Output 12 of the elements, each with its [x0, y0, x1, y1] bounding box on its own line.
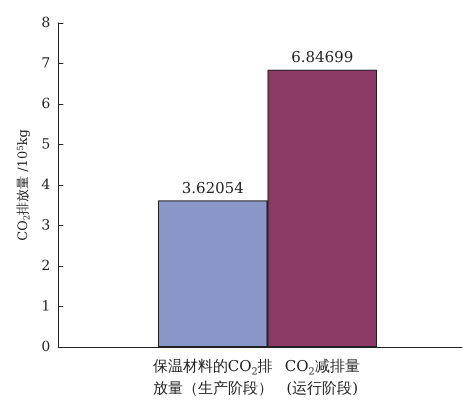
y-tick-label: 7 — [41, 56, 50, 72]
y-tick-label: 5 — [41, 136, 50, 152]
y-tick-label: 6 — [41, 96, 50, 112]
data-label: 6.84699 — [291, 48, 354, 66]
y-tick-label: 1 — [41, 298, 50, 314]
y-tick-label: 3 — [41, 218, 50, 234]
y-tick-label: 4 — [41, 177, 50, 193]
data-label: 3.62054 — [182, 178, 244, 197]
y-tick-label: 0 — [41, 339, 50, 355]
y-axis-title: CO2排放量 /105kg — [15, 129, 32, 241]
y-tick-label: 8 — [41, 15, 50, 31]
y-tick-label: 2 — [41, 258, 50, 274]
